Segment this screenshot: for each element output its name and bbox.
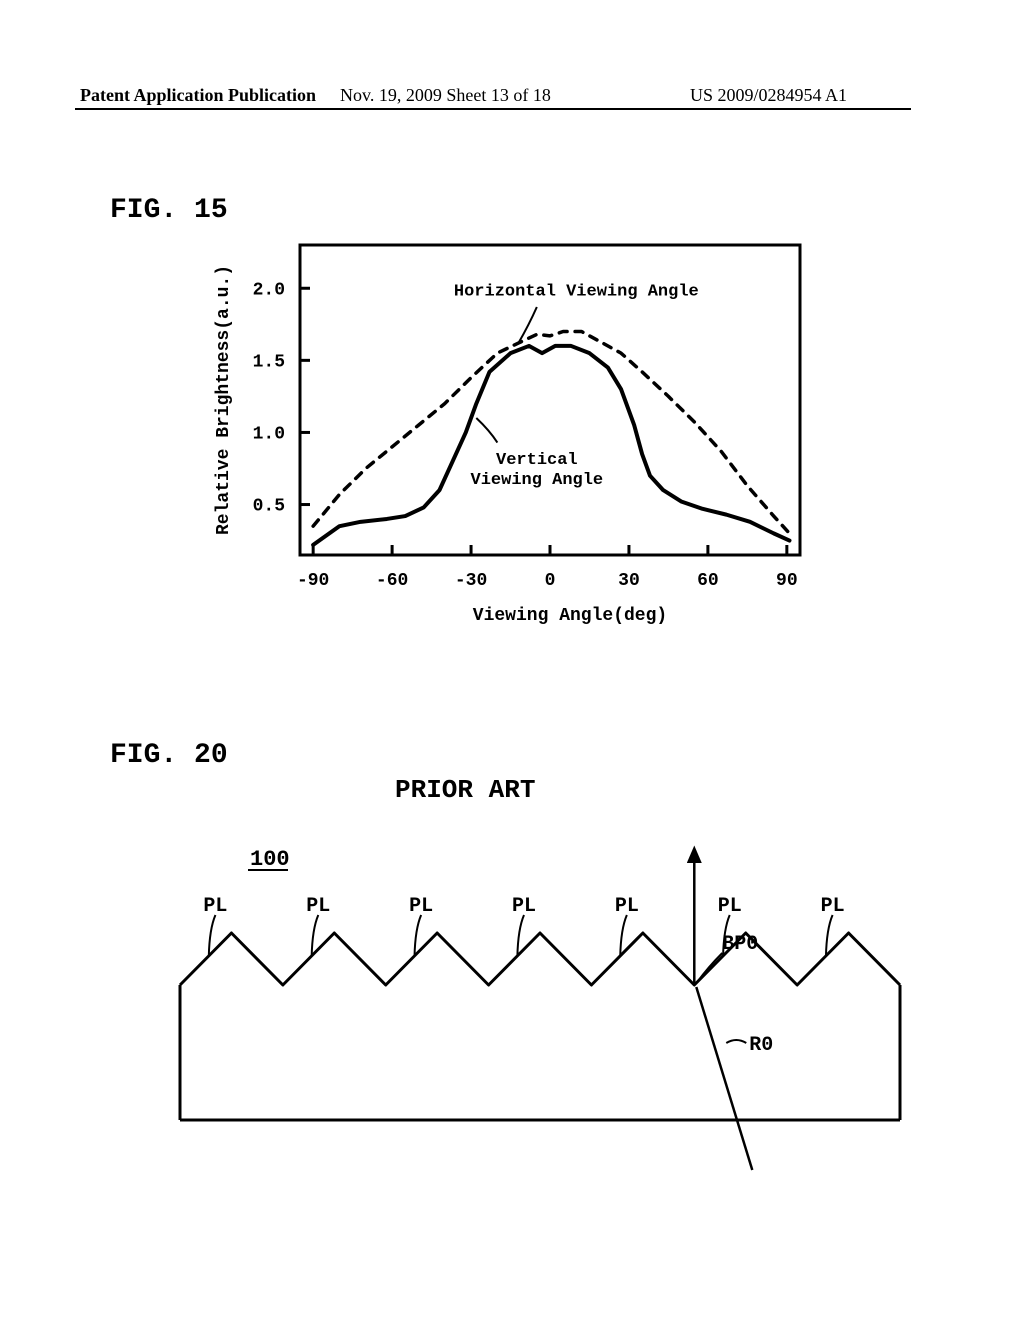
svg-text:-30: -30: [455, 571, 487, 591]
svg-text:2.0: 2.0: [253, 280, 285, 300]
fig15-label: FIG. 15: [110, 195, 228, 226]
svg-text:60: 60: [697, 571, 719, 591]
svg-text:0: 0: [545, 571, 556, 591]
svg-text:1.5: 1.5: [253, 352, 285, 372]
svg-text:30: 30: [618, 571, 640, 591]
svg-text:PL: PL: [718, 895, 742, 918]
svg-text:Vertical: Vertical: [496, 451, 578, 470]
svg-text:BP0: BP0: [722, 933, 758, 956]
svg-text:1.0: 1.0: [253, 424, 285, 444]
header-patent-number: US 2009/0284954 A1: [690, 85, 847, 106]
fig20-prior-art: PRIOR ART: [395, 775, 535, 805]
svg-text:PL: PL: [203, 895, 227, 918]
svg-text:PL: PL: [821, 895, 845, 918]
prism-diagram: 100 PL PL PL PL PL PL PL BP0 R0: [160, 840, 930, 1190]
fig15-chart: -90 -60 -30 0 30 60 90 0.5 1.0 1.5 2.0 Viewing Angl…: [200, 230, 850, 665]
svg-text:PL: PL: [615, 895, 639, 918]
svg-text:0.5: 0.5: [253, 497, 285, 517]
svg-text:100: 100: [250, 847, 290, 872]
header-date-sheet: Nov. 19, 2009 Sheet 13 of 18: [340, 85, 551, 106]
svg-text:Viewing Angle(deg): Viewing Angle(deg): [473, 606, 667, 626]
svg-text:-90: -90: [297, 571, 329, 591]
svg-text:PL: PL: [409, 895, 433, 918]
svg-text:Viewing Angle: Viewing Angle: [471, 471, 604, 490]
svg-text:R0: R0: [749, 1034, 773, 1057]
svg-text:PL: PL: [512, 895, 536, 918]
viewing-angle-chart: -90 -60 -30 0 30 60 90 0.5 1.0 1.5 2.0 Viewing Angl…: [200, 230, 850, 660]
header-publication: Patent Application Publication: [80, 85, 316, 106]
fig20-diagram: 100 PL PL PL PL PL PL PL BP0 R0: [160, 840, 930, 1195]
fig20-label: FIG. 20: [110, 740, 228, 771]
svg-text:Relative Brightness(a.u.): Relative Brightness(a.u.): [214, 265, 234, 535]
svg-text:Horizontal Viewing Angle: Horizontal Viewing Angle: [454, 282, 699, 301]
svg-text:PL: PL: [306, 895, 330, 918]
svg-text:90: 90: [776, 571, 798, 591]
header-rule: [75, 108, 911, 110]
svg-text:-60: -60: [376, 571, 408, 591]
